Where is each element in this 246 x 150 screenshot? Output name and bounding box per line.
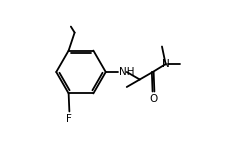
Text: N: N <box>162 60 169 69</box>
Text: F: F <box>66 114 72 124</box>
Text: O: O <box>149 94 158 104</box>
Text: NH: NH <box>119 67 134 77</box>
